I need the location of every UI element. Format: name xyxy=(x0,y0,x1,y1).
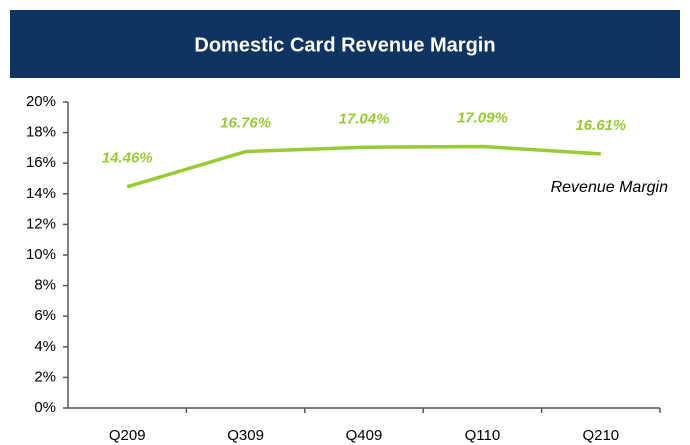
y-tick-label: 2% xyxy=(34,368,56,385)
y-tick-label: 6% xyxy=(34,307,56,324)
x-tick-label: Q309 xyxy=(227,427,264,444)
x-tick-label: Q409 xyxy=(346,427,383,444)
data-label: 14.46% xyxy=(102,150,153,167)
y-tick-label: 8% xyxy=(34,277,56,294)
x-tick-label: Q209 xyxy=(109,427,146,444)
legend-label: Revenue Margin xyxy=(551,179,669,196)
y-tick-label: 20% xyxy=(26,93,56,110)
y-tick-label: 4% xyxy=(34,338,56,355)
y-tick-label: 12% xyxy=(26,215,56,232)
y-tick-label: 10% xyxy=(26,246,56,263)
line xyxy=(126,144,601,189)
data-label: 17.04% xyxy=(339,110,390,127)
title-banner xyxy=(10,10,680,78)
y-tick-label: 16% xyxy=(26,154,56,171)
x-tick-label: Q110 xyxy=(465,427,501,444)
y-tick-label: 0% xyxy=(34,399,56,416)
data-label: 16.61% xyxy=(575,117,626,134)
chart-title: Domestic Card Revenue Margin xyxy=(194,34,495,56)
data-label: 17.09% xyxy=(457,109,508,126)
y-tick-label: 14% xyxy=(26,185,56,202)
data-label: 16.76% xyxy=(220,115,271,132)
y-tick-label: 18% xyxy=(26,124,56,141)
x-tick-label: Q210 xyxy=(582,427,619,444)
